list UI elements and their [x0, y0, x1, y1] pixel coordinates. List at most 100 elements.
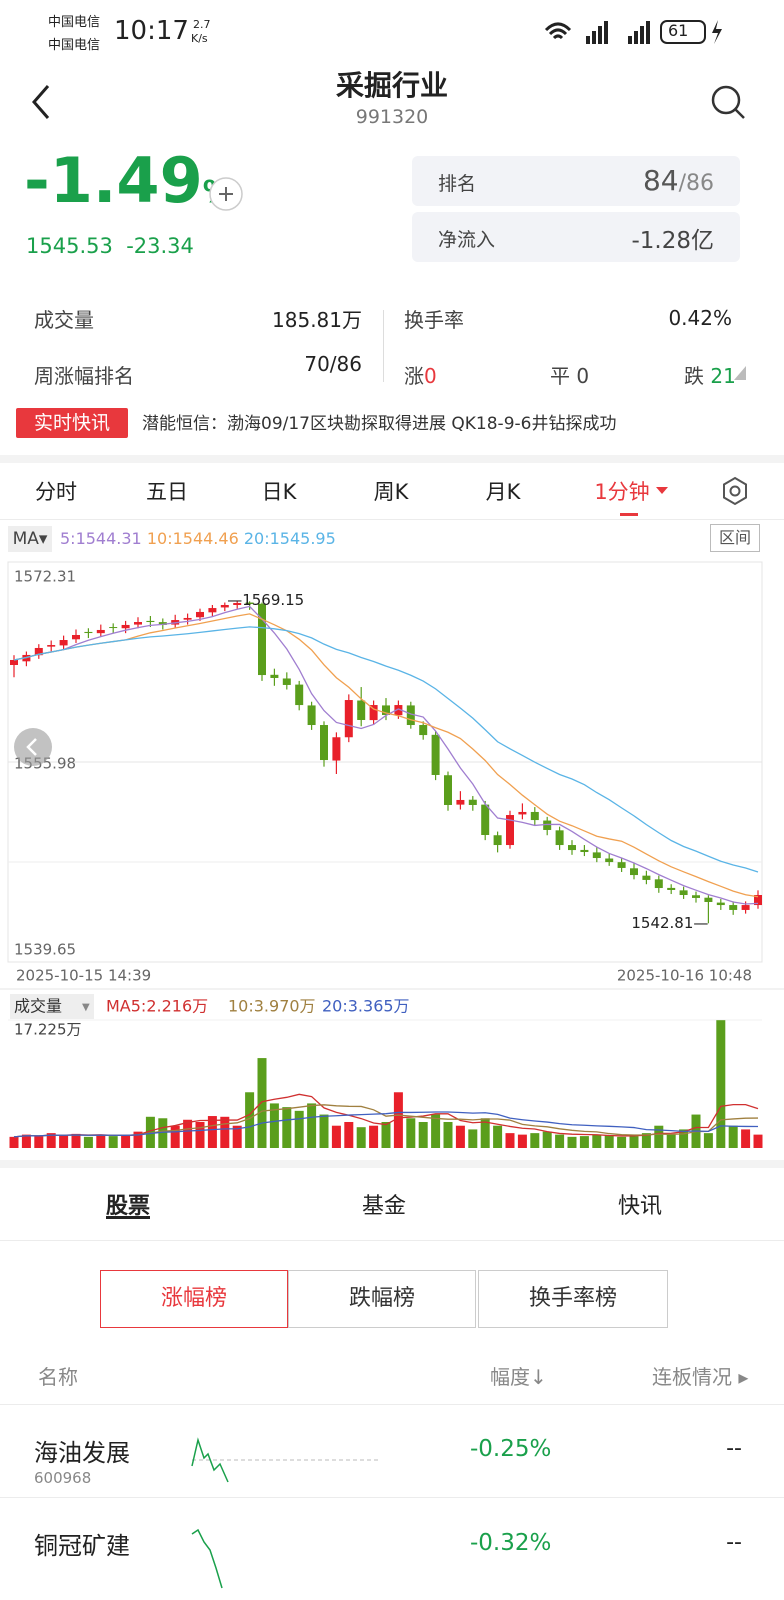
x-label: 2025-10-16 10:48 [617, 967, 752, 985]
divider [0, 519, 784, 520]
ma-line [13, 605, 759, 905]
clock: 10:17 [114, 16, 189, 46]
candle-body [704, 897, 713, 902]
volume-bar [207, 1116, 217, 1148]
volume-ma-legend: 20:3.365万 [322, 997, 410, 1016]
search-button[interactable] [708, 82, 748, 122]
volume-ma-legend: MA5:2.216万 [106, 997, 208, 1016]
volume-bar [331, 1125, 341, 1148]
candle-body [667, 887, 676, 890]
ma5: 5:1544.31 [60, 529, 142, 548]
stock-name[interactable]: 海油发展 [34, 1439, 130, 1467]
tab-active[interactable]: 1分钟 [594, 480, 650, 504]
tab[interactable]: 分时 [35, 480, 77, 504]
candle-body [543, 820, 552, 830]
bottom-tab[interactable]: 基金 [361, 1194, 407, 1219]
volume-bar [629, 1136, 639, 1148]
stock-name[interactable]: 铜冠矿建 [34, 1532, 130, 1560]
y-tick-label: 1572.31 [14, 568, 76, 586]
volume-bar [666, 1134, 676, 1148]
scroll-left[interactable] [14, 728, 52, 766]
stat-value: 70/86 [304, 352, 362, 376]
rank-num: 84 [642, 164, 679, 197]
volume-bar [617, 1136, 627, 1148]
tab[interactable]: 五日 [146, 480, 188, 504]
candle-body [307, 705, 316, 726]
candle-body [518, 811, 527, 815]
candle-body [679, 890, 688, 896]
range-button[interactable]: 区间 [710, 524, 760, 552]
candle-body [344, 700, 353, 738]
volume-bar [418, 1121, 428, 1148]
volume-bar [679, 1129, 689, 1148]
candle-body [245, 602, 254, 605]
title: 采掘行业 [335, 69, 448, 102]
ma10: 10:1544.46 [146, 529, 239, 548]
tab[interactable]: 月K [485, 480, 521, 504]
tab[interactable]: 日K [261, 480, 297, 504]
volume-bar [195, 1121, 205, 1148]
candle-body [729, 905, 738, 910]
volume-bar [753, 1134, 763, 1148]
volume-bar [21, 1134, 31, 1148]
ma-legend: 5:1544.31 10:1544.46 20:1545.95 [60, 529, 336, 548]
ma-line [13, 626, 759, 873]
volume-bar [406, 1118, 416, 1148]
rank-total: /86 [678, 171, 714, 196]
candle-body [158, 622, 167, 625]
candle-body [96, 629, 105, 634]
rank-label: 排名 [438, 173, 477, 195]
candle-body [493, 835, 502, 846]
candle-body [419, 725, 428, 736]
add-button[interactable] [208, 176, 244, 212]
flat-label: 平 [550, 364, 570, 388]
col-header: 名称 [38, 1365, 78, 1389]
candle-body [741, 905, 750, 910]
col-header: 连板情况 ▸ [652, 1365, 749, 1389]
segment[interactable]: 跌幅榜 [288, 1270, 476, 1328]
stat-value: 185.81万 [272, 308, 362, 332]
volume-bar [282, 1107, 292, 1148]
bottom-tab-active[interactable]: 股票 [105, 1194, 151, 1219]
volume-bar [319, 1114, 329, 1148]
volume-bar [567, 1136, 577, 1148]
candle-body [121, 624, 130, 629]
rank-value: 84/86 [643, 164, 714, 197]
segment[interactable]: 换手率榜 [478, 1270, 668, 1328]
volume-bar [716, 1020, 726, 1148]
volume-bar [133, 1131, 143, 1148]
volume-bar [493, 1125, 503, 1148]
stock-board: -- [726, 1530, 742, 1555]
volume-bar [517, 1134, 527, 1148]
divider [0, 1404, 784, 1405]
segment-active[interactable]: 涨幅榜 [100, 1270, 288, 1328]
separator [0, 1160, 784, 1168]
stat-label: 成交量 [34, 308, 94, 332]
tab[interactable]: 周K [373, 480, 409, 504]
col-header[interactable]: 幅度↓ [490, 1365, 547, 1389]
volume-bar [443, 1121, 453, 1148]
candle-body [22, 654, 31, 662]
candle-body [654, 879, 663, 889]
volume-bar [381, 1121, 391, 1148]
candle-body [10, 659, 18, 666]
news-text[interactable]: 潜能恒信：渤海09/17区块勘探取得进展 QK18-9-6井钻探成功 [142, 414, 617, 434]
candle-body [183, 617, 192, 620]
change-value: -23.34 [126, 234, 194, 258]
candle-body [258, 603, 266, 676]
volume-bar [641, 1133, 651, 1148]
ma-line [13, 613, 759, 898]
separator [0, 455, 784, 463]
volume-bar [245, 1092, 255, 1148]
status-icons [544, 20, 722, 44]
volume-bar [604, 1135, 614, 1148]
volume-bar [542, 1131, 552, 1148]
y-tick-label: 1539.65 [14, 941, 76, 959]
back-button[interactable] [26, 82, 56, 122]
ma-selector[interactable]: MA▾ [8, 526, 52, 552]
down-count: 跌 21 [684, 360, 736, 389]
candle-body [34, 647, 43, 656]
bottom-tab[interactable]: 快讯 [617, 1194, 663, 1219]
volume-bar [71, 1133, 81, 1148]
settings-button[interactable] [720, 476, 750, 506]
